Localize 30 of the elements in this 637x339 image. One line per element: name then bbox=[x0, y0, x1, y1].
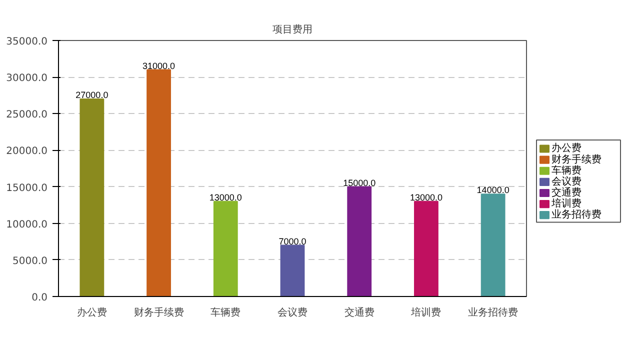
legend-label: 培训费 bbox=[550, 198, 582, 210]
y-tick-label: 20000.0 bbox=[6, 146, 48, 158]
y-tick-label: 15000.0 bbox=[6, 182, 48, 194]
data-label: 13000.0 bbox=[410, 192, 442, 202]
x-tick-label: 财务手续费 bbox=[134, 306, 184, 318]
legend-label: 交通费 bbox=[552, 186, 582, 198]
data-label: 7000.0 bbox=[278, 236, 306, 246]
x-tick-label: 车辆费 bbox=[210, 306, 241, 318]
y-tick-label: 5000.0 bbox=[12, 256, 48, 267]
data-label: 14000.0 bbox=[476, 185, 510, 196]
x-tick-label: 办公费 bbox=[76, 306, 107, 318]
legend-label: 办公费 bbox=[552, 142, 582, 154]
x-tick-label: 业务招待费 bbox=[468, 306, 518, 318]
data-label: 31000.0 bbox=[142, 60, 176, 71]
x-tick-label: 培训费 bbox=[410, 306, 442, 318]
y-tick-label: 25000.0 bbox=[6, 110, 48, 121]
chart-title: 项目费用 bbox=[272, 24, 312, 36]
legend-label: 业务招待费 bbox=[552, 208, 602, 221]
x-tick-label: 会议费 bbox=[278, 306, 308, 318]
data-label: 15000.0 bbox=[343, 178, 376, 188]
legend-label: 财务手续费 bbox=[552, 153, 602, 166]
y-tick-label: 30000.0 bbox=[6, 73, 48, 84]
y-tick-label: 0.0 bbox=[32, 292, 48, 304]
y-tick-label: 10000.0 bbox=[6, 219, 48, 230]
x-tick-label: 交通费 bbox=[344, 306, 374, 318]
data-label: 13000.0 bbox=[209, 192, 242, 202]
y-tick-label: 35000.0 bbox=[6, 36, 48, 48]
data-label: 27000.0 bbox=[76, 90, 108, 100]
legend-label: 会议费 bbox=[552, 175, 582, 188]
legend-label: 车辆费 bbox=[552, 164, 582, 176]
